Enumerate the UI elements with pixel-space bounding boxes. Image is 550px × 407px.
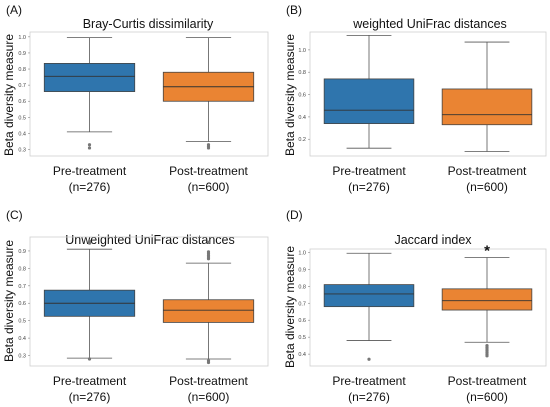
iqr-box <box>441 288 533 311</box>
x-category-label: Post-treatment <box>169 374 248 388</box>
x-category-count: (n=600) <box>188 180 230 194</box>
y-tick-label: 0.7 <box>18 83 26 89</box>
y-axis-label: Beta diversity measure <box>283 246 297 368</box>
y-axis-label: Beta diversity measure <box>2 34 16 156</box>
y-tick-label: 1.0 <box>18 35 26 41</box>
y-tick-label: 0.6 <box>298 93 306 99</box>
panel-3: (C) Unweighted UniFrac distances Beta dive… <box>2 208 269 404</box>
x-category-count: (n=276) <box>69 390 111 404</box>
x-category-label: Post-treatment <box>448 164 527 178</box>
y-tick-label: 0.4 <box>298 115 306 121</box>
plot-frame <box>29 236 269 367</box>
panel-letter: (C) <box>6 208 23 222</box>
chart-title: Bray-Curtis dissimilarity <box>83 17 214 31</box>
chart-title: Jaccard index <box>394 233 472 247</box>
post-treatment-box <box>441 41 533 152</box>
outlier-point <box>87 357 92 361</box>
y-tick-label: 0.7 <box>18 284 26 290</box>
panel-letter: (A) <box>6 3 22 17</box>
y-tick-label: 0.9 <box>18 51 26 57</box>
significance-marker: * <box>484 242 490 259</box>
outlier-point <box>206 240 211 244</box>
y-tick-label: 0.2 <box>298 137 306 143</box>
y-tick-label: 0.6 <box>18 301 26 307</box>
outlier-point <box>87 241 92 245</box>
x-category-count: (n=276) <box>69 180 111 194</box>
x-category-count: (n=600) <box>466 390 508 404</box>
pre-treatment-box <box>43 37 136 150</box>
pre-treatment-box <box>323 34 415 149</box>
y-tick-label: 1.0 <box>298 250 306 256</box>
y-tick-label: 0.9 <box>18 249 26 255</box>
iqr-box <box>441 88 533 126</box>
y-tick-label: 0.9 <box>298 267 306 273</box>
x-category-count: (n=276) <box>348 390 390 404</box>
post-treatment-box <box>441 257 533 358</box>
y-tick-label: 0.8 <box>298 284 306 290</box>
y-tick-label: 0.4 <box>18 131 26 137</box>
chart-title: weighted UniFrac distances <box>352 17 507 31</box>
post-treatment-box <box>162 37 255 150</box>
iqr-box <box>162 299 255 323</box>
y-tick-label: 0.7 <box>298 301 306 307</box>
plot-frame <box>29 31 269 157</box>
y-tick-label: 0.3 <box>18 148 26 154</box>
y-tick-label: 0.6 <box>298 318 306 324</box>
y-tick-label: 0.8 <box>18 67 26 73</box>
y-tick-label: 0.8 <box>298 70 306 76</box>
outlier-point <box>87 146 92 150</box>
panel-1: (A) Bray-Curtis dissimilarity Beta diversi… <box>2 3 269 194</box>
y-tick-label: 0.6 <box>18 99 26 105</box>
outlier-point <box>87 143 92 147</box>
outlier-point <box>367 357 371 361</box>
pre-treatment-box <box>43 239 136 361</box>
x-category-label: Pre-treatment <box>53 164 127 178</box>
x-category-label: Post-treatment <box>448 374 527 388</box>
y-tick-label: 0.5 <box>18 319 26 325</box>
pre-treatment-box <box>323 252 415 361</box>
chart-title: Unweighted UniFrac distances <box>65 233 235 247</box>
panel-2: (B) weighted UniFrac distances Beta divers… <box>283 3 547 194</box>
y-axis-label: Beta diversity measure <box>2 240 16 362</box>
post-treatment-box <box>162 240 255 365</box>
outlier-point <box>206 146 211 150</box>
x-category-count: (n=600) <box>188 390 230 404</box>
x-category-count: (n=600) <box>466 180 508 194</box>
x-category-label: Pre-treatment <box>332 374 406 388</box>
y-tick-label: 0.5 <box>298 335 306 341</box>
iqr-box <box>43 63 136 92</box>
plot-frame <box>309 248 547 367</box>
iqr-box <box>323 284 415 308</box>
panel-letter: (D) <box>286 208 303 222</box>
y-tick-label: 0.3 <box>18 354 26 360</box>
y-tick-label: 0.5 <box>18 115 26 121</box>
x-category-label: Post-treatment <box>169 164 248 178</box>
plot-frame <box>309 31 547 157</box>
outlier-point <box>206 250 211 254</box>
x-category-label: Pre-treatment <box>53 374 127 388</box>
panel-letter: (B) <box>286 3 302 17</box>
y-tick-label: 0.8 <box>18 266 26 272</box>
panel-4: (D) Jaccard index Beta diversity measure 0.… <box>283 208 547 404</box>
outlier-point <box>206 360 211 365</box>
outlier-point <box>485 354 489 358</box>
y-axis-label: Beta diversity measure <box>283 34 297 156</box>
y-tick-label: 0.4 <box>298 352 306 358</box>
x-category-label: Pre-treatment <box>332 164 406 178</box>
x-category-count: (n=276) <box>348 180 390 194</box>
y-tick-label: 0.4 <box>18 336 26 342</box>
iqr-box <box>323 78 415 125</box>
y-tick-label: 1.0 <box>298 48 306 54</box>
